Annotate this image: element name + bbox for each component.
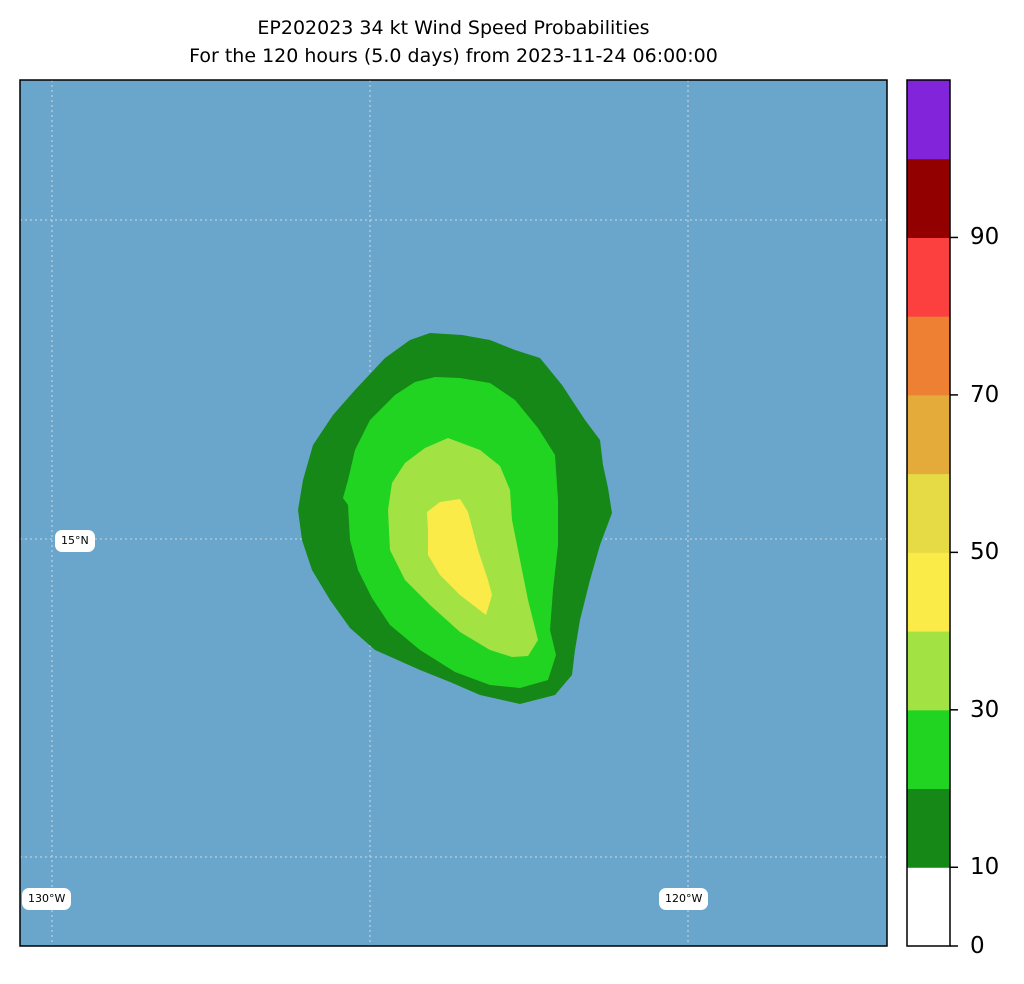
latitude-label-15n: 15°N (55, 530, 95, 552)
colorbar-band-0 (907, 867, 950, 947)
chart-subtitle: For the 120 hours (5.0 days) from 2023-1… (189, 45, 718, 67)
colorbar-tick-label-30: 30 (970, 696, 1000, 723)
colorbar-band-60 (907, 394, 950, 475)
colorbar-band-30 (907, 631, 950, 711)
probability-contours (298, 333, 612, 704)
contour-level-40 (427, 499, 492, 615)
colorbar-band-70 (907, 316, 950, 396)
longitude-label-130w: 130°W (22, 888, 72, 910)
colorbar-band-50 (907, 473, 950, 553)
colorbar-band-100 (907, 80, 950, 160)
colorbar-band-40 (907, 552, 950, 632)
colorbar-band-20 (907, 709, 950, 790)
colorbar-band-80 (907, 237, 950, 317)
colorbar-tick-label-0: 0 (970, 933, 985, 959)
longitude-label-120w: 120°W (659, 888, 709, 910)
colorbar-tick-label-70: 70 (970, 381, 1000, 408)
gridlines (20, 80, 887, 946)
colorbar-tick-label-90: 90 (970, 224, 1000, 251)
colorbar-band-10 (907, 788, 950, 868)
colorbar-tick-label-10: 10 (970, 854, 1000, 881)
chart-title: EP202023 34 kt Wind Speed Probabilities (257, 17, 650, 39)
colorbar-tick-label-50: 50 (970, 539, 1000, 566)
colorbar-band-90 (907, 158, 950, 238)
map-frame (19, 79, 888, 947)
colorbar-bands (907, 80, 950, 947)
colorbar-frame (906, 79, 951, 947)
colorbar-ticks (950, 236, 958, 947)
